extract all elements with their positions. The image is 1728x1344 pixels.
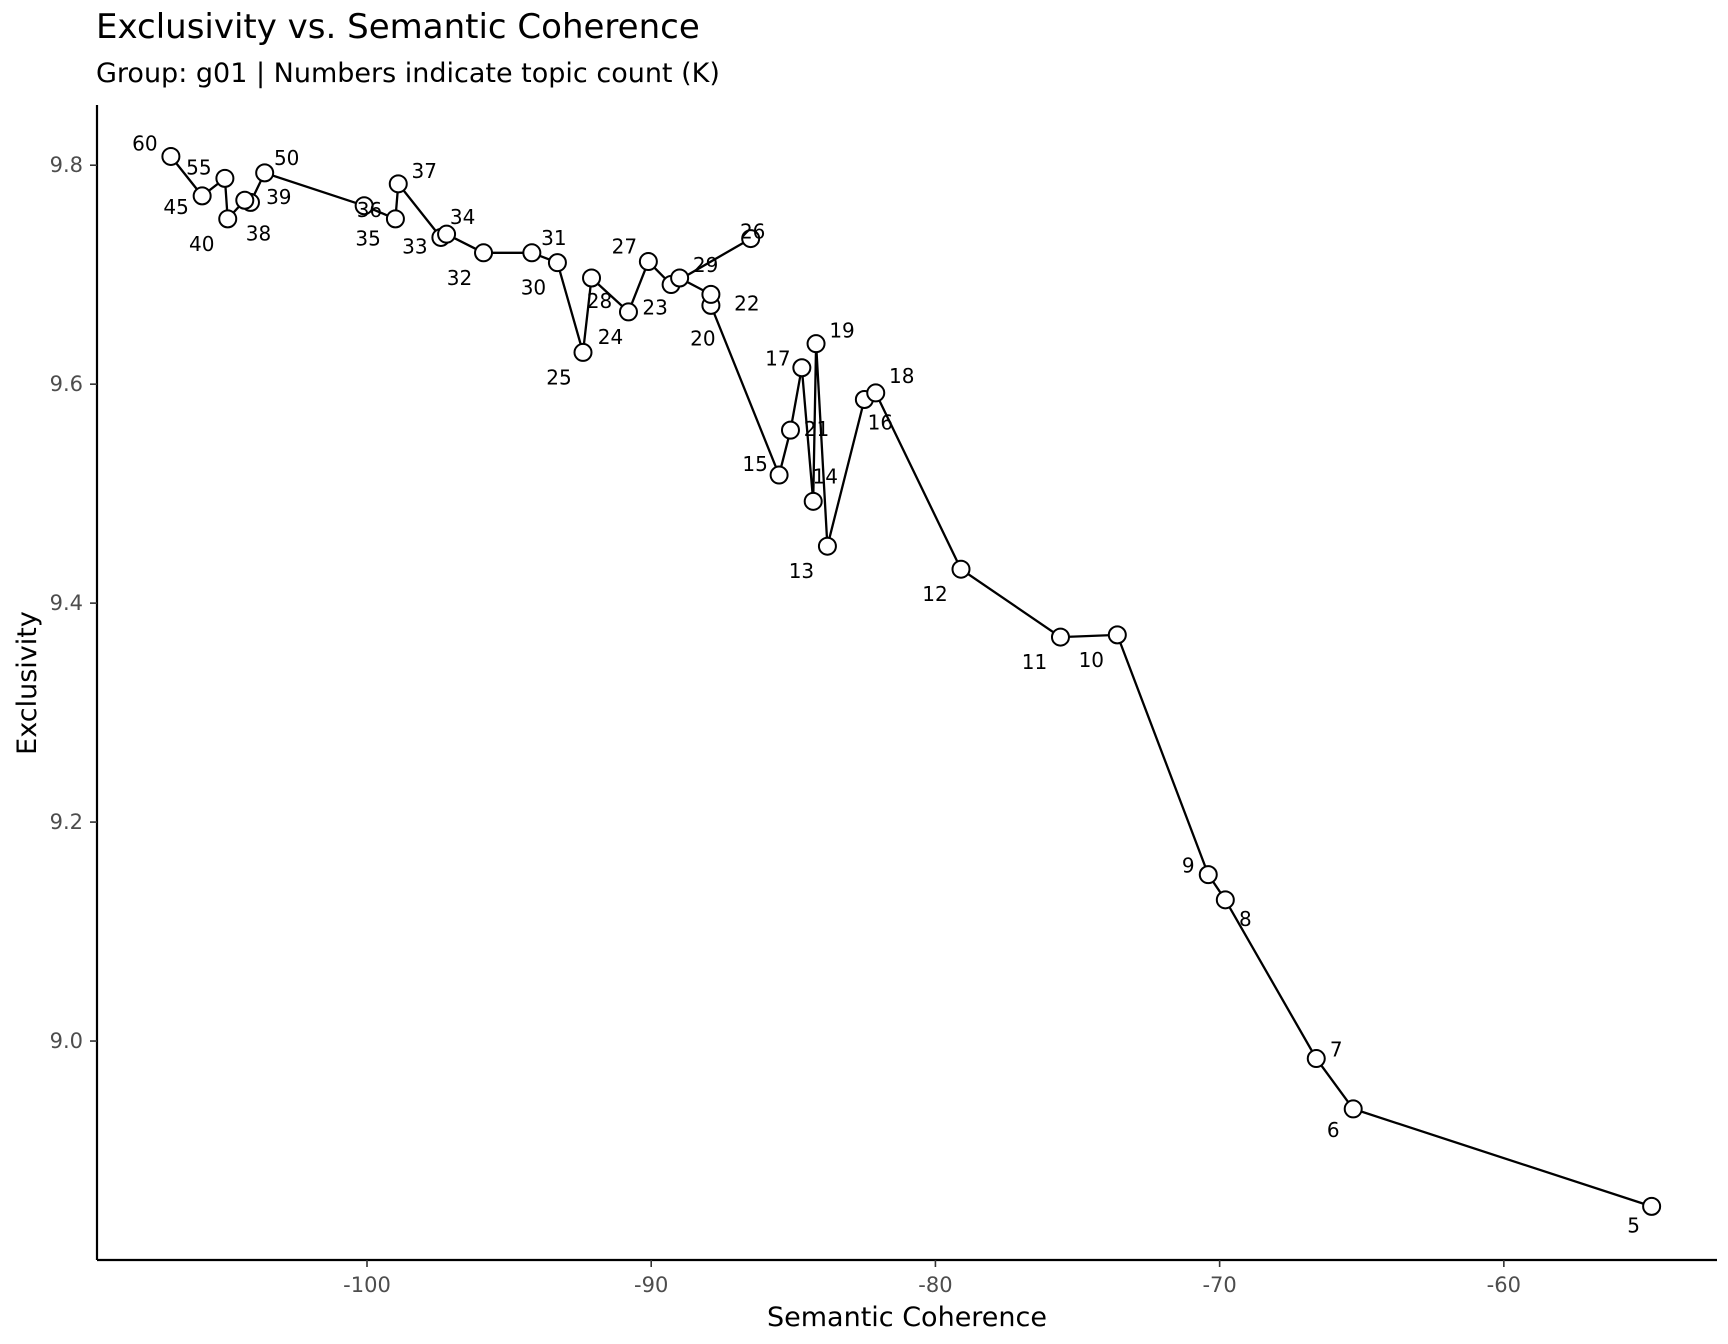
- point-label: 35: [355, 227, 380, 251]
- data-point: [866, 383, 886, 403]
- point-label: 18: [889, 364, 914, 388]
- data-point: [638, 252, 658, 272]
- y-tick-label: 9.4: [50, 591, 83, 615]
- x-tick-label: -90: [634, 1273, 668, 1297]
- series-line: [169, 155, 1652, 1208]
- data-point: [215, 168, 235, 188]
- chart-subtitle: Group: g01 | Numbers indicate topic coun…: [96, 58, 720, 89]
- y-axis-title: Exclusivity: [12, 611, 43, 755]
- point-label: 21: [804, 417, 829, 441]
- data-point: [670, 268, 690, 288]
- data-point: [951, 559, 971, 579]
- data-point: [1107, 625, 1127, 645]
- point-label: 29: [693, 253, 718, 277]
- data-point: [780, 420, 800, 440]
- x-tick-label: -60: [1487, 1273, 1521, 1297]
- data-point: [817, 536, 837, 556]
- point-label: 24: [598, 325, 623, 349]
- data-point: [803, 491, 823, 511]
- point-labels: 5 6 7 8 9 10 11 12 13 14 15 16 17 18 19 20 21 22 23 24 25 26 2…: [132, 131, 1640, 1237]
- point-label: 30: [521, 276, 546, 300]
- data-point: [354, 196, 374, 216]
- point-label: 50: [274, 146, 299, 170]
- point-label: 20: [690, 326, 715, 350]
- x-axis-title: Semantic Coherence: [767, 1302, 1047, 1333]
- data-point: [1198, 865, 1218, 885]
- point-label: 13: [789, 559, 814, 583]
- point-label: 25: [546, 365, 571, 389]
- data-point: [161, 146, 181, 166]
- data-point: [769, 465, 789, 485]
- data-point: [192, 186, 212, 206]
- data-points: [161, 146, 1662, 1216]
- point-label: 39: [266, 185, 291, 209]
- point-label: 12: [922, 582, 947, 606]
- y-tick-label: 9.6: [50, 372, 83, 396]
- data-point: [437, 224, 457, 244]
- point-label: 19: [829, 319, 854, 343]
- point-label: 10: [1079, 648, 1104, 672]
- point-label: 26: [740, 220, 765, 244]
- point-label: 9: [1182, 854, 1195, 878]
- point-label: 37: [412, 159, 437, 183]
- data-point: [474, 243, 494, 263]
- data-point: [1343, 1099, 1363, 1119]
- chart-title: Exclusivity vs. Semantic Coherence: [96, 7, 700, 47]
- data-point: [573, 342, 593, 362]
- data-point: [255, 163, 275, 183]
- x-tick-label: -100: [343, 1273, 391, 1297]
- data-point: [701, 284, 721, 304]
- point-label: 8: [1239, 907, 1252, 931]
- point-label: 6: [1327, 1118, 1340, 1142]
- point-label: 15: [742, 452, 767, 476]
- x-tick-label: -70: [1202, 1273, 1236, 1297]
- data-point: [547, 253, 567, 273]
- axes: [95, 105, 1717, 1262]
- data-point: [1306, 1049, 1326, 1069]
- point-label: 22: [734, 291, 759, 315]
- data-point: [582, 268, 602, 288]
- y-tick-label: 9.2: [50, 810, 83, 834]
- ticks: -100 -90 -80 -70 -60 9.0 9.2 9.4 9.6 9.8: [50, 153, 1521, 1297]
- data-point: [618, 302, 638, 322]
- data-point: [741, 229, 761, 249]
- point-label: 36: [357, 198, 382, 222]
- point-label: 38: [246, 221, 271, 245]
- data-point: [1215, 890, 1235, 910]
- point-label: 55: [186, 155, 211, 179]
- data-point: [388, 174, 408, 194]
- point-label: 17: [765, 347, 790, 371]
- data-point: [218, 209, 238, 229]
- x-tick-label: -80: [918, 1273, 952, 1297]
- point-label: 40: [189, 232, 214, 256]
- point-label: 23: [642, 296, 667, 320]
- data-point: [792, 358, 812, 378]
- y-tick-label: 9.8: [50, 153, 83, 177]
- point-label: 60: [132, 131, 157, 155]
- data-point: [806, 334, 826, 354]
- data-point: [385, 209, 405, 229]
- point-label: 11: [1022, 650, 1047, 674]
- point-label: 14: [812, 464, 837, 488]
- data-point: [235, 190, 255, 210]
- point-label: 33: [402, 234, 427, 258]
- point-label: 31: [541, 226, 566, 250]
- point-label: 16: [868, 410, 893, 434]
- point-label: 5: [1627, 1213, 1640, 1237]
- point-label: 28: [587, 289, 612, 313]
- point-label: 45: [163, 195, 188, 219]
- data-point: [1050, 627, 1070, 647]
- point-label: 7: [1330, 1038, 1343, 1062]
- point-label: 32: [447, 266, 472, 290]
- y-tick-label: 9.0: [50, 1029, 83, 1053]
- data-point: [522, 243, 542, 263]
- data-point: [1642, 1196, 1662, 1216]
- point-label: 27: [612, 235, 637, 259]
- point-label: 34: [450, 205, 475, 229]
